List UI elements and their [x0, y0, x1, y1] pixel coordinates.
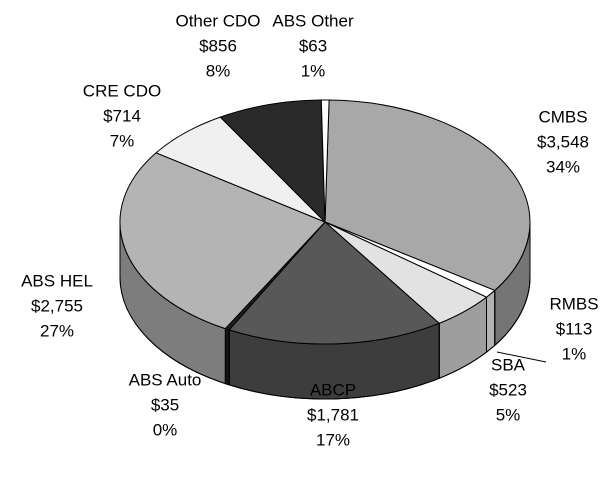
percent-label: 34%	[546, 157, 580, 176]
percent-label: 17%	[316, 430, 350, 449]
value-label: $856	[199, 36, 237, 55]
percent-label: 1%	[301, 61, 326, 80]
value-label: $113	[556, 319, 593, 338]
value-label: $63	[299, 36, 327, 55]
leader-line	[496, 351, 547, 363]
slice-label: ABS HEL	[21, 271, 93, 290]
value-label: $1,781	[307, 405, 359, 424]
slice-label: CMBS	[538, 107, 587, 126]
slice-side-shade	[224, 327, 230, 386]
percent-label: 0%	[153, 420, 178, 439]
slice-side-shade	[486, 289, 496, 354]
slice-label: ABCP	[310, 380, 356, 399]
slice-label: SBA	[491, 355, 526, 374]
slice	[324, 99, 531, 291]
pie-tops	[119, 99, 531, 345]
value-label: $2,755	[31, 296, 83, 315]
percent-label: 7%	[110, 131, 135, 150]
slice-label: CRE CDO	[83, 81, 161, 100]
slice-label: ABS Other	[272, 11, 354, 30]
slice-label: ABS Auto	[129, 370, 202, 389]
slice-label: RMBS	[549, 294, 598, 313]
slice	[119, 152, 326, 330]
slice	[219, 99, 326, 224]
percent-label: 5%	[496, 405, 521, 424]
pie-sides	[119, 221, 531, 400]
value-label: $35	[151, 395, 179, 414]
slice	[320, 99, 330, 223]
percent-label: 8%	[206, 61, 231, 80]
percent-label: 1%	[562, 344, 587, 363]
value-label: $523	[489, 380, 527, 399]
slice-label: Other CDO	[175, 11, 260, 30]
percent-label: 27%	[40, 321, 74, 340]
slice	[228, 221, 441, 345]
value-label: $3,548	[537, 132, 589, 151]
value-label: $714	[103, 106, 141, 125]
